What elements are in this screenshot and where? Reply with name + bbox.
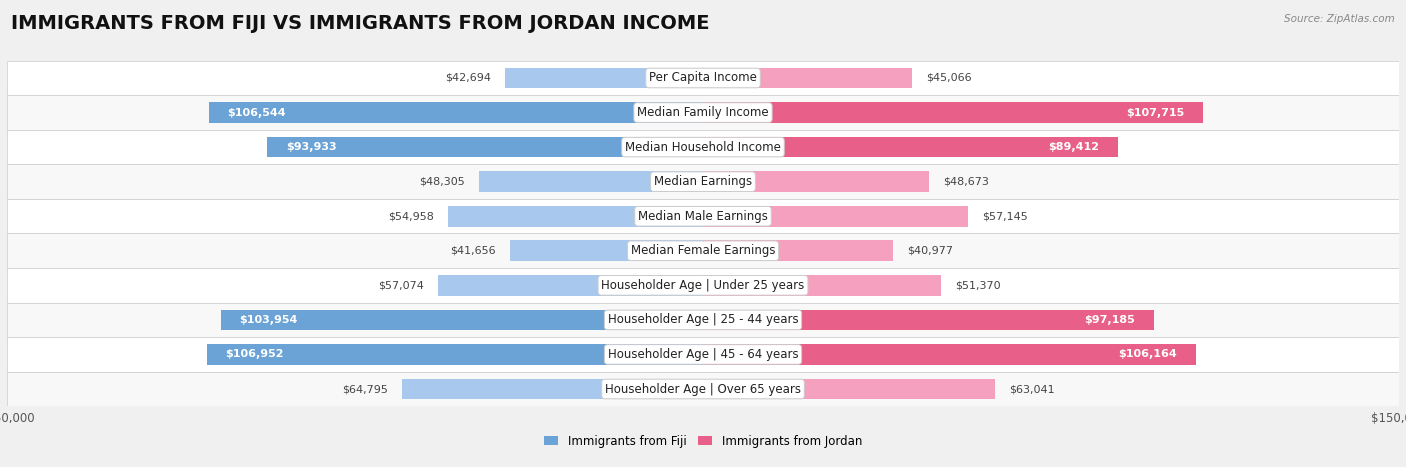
- Text: $57,145: $57,145: [981, 211, 1028, 221]
- Text: $63,041: $63,041: [1010, 384, 1054, 394]
- Bar: [207, 344, 703, 365]
- Text: $48,673: $48,673: [943, 177, 988, 187]
- Bar: [479, 171, 703, 192]
- Text: Median Family Income: Median Family Income: [637, 106, 769, 119]
- FancyBboxPatch shape: [7, 61, 1399, 95]
- Bar: [703, 379, 995, 399]
- Text: Median Male Earnings: Median Male Earnings: [638, 210, 768, 223]
- Text: $97,185: $97,185: [1084, 315, 1136, 325]
- Text: $45,066: $45,066: [927, 73, 972, 83]
- FancyBboxPatch shape: [7, 199, 1399, 234]
- FancyBboxPatch shape: [7, 234, 1399, 268]
- Text: $41,656: $41,656: [450, 246, 496, 256]
- FancyBboxPatch shape: [7, 95, 1399, 130]
- Text: Householder Age | 25 - 44 years: Householder Age | 25 - 44 years: [607, 313, 799, 326]
- Bar: [208, 102, 703, 123]
- Bar: [402, 379, 703, 399]
- Bar: [703, 344, 1195, 365]
- Text: Householder Age | 45 - 64 years: Householder Age | 45 - 64 years: [607, 348, 799, 361]
- Text: $89,412: $89,412: [1049, 142, 1099, 152]
- Bar: [703, 241, 893, 261]
- FancyBboxPatch shape: [7, 164, 1399, 199]
- Bar: [510, 241, 703, 261]
- Bar: [703, 275, 942, 296]
- Text: Per Capita Income: Per Capita Income: [650, 71, 756, 85]
- Bar: [449, 206, 703, 226]
- FancyBboxPatch shape: [7, 337, 1399, 372]
- Bar: [703, 310, 1154, 330]
- Text: $103,954: $103,954: [239, 315, 298, 325]
- FancyBboxPatch shape: [7, 268, 1399, 303]
- Bar: [439, 275, 703, 296]
- FancyBboxPatch shape: [7, 372, 1399, 406]
- Text: $106,952: $106,952: [225, 349, 284, 360]
- Text: Median Household Income: Median Household Income: [626, 141, 780, 154]
- Bar: [505, 68, 703, 88]
- Bar: [703, 206, 969, 226]
- Text: $106,164: $106,164: [1118, 349, 1177, 360]
- Text: Householder Age | Over 65 years: Householder Age | Over 65 years: [605, 382, 801, 396]
- Text: Median Earnings: Median Earnings: [654, 175, 752, 188]
- Text: $57,074: $57,074: [378, 280, 425, 290]
- Text: $106,544: $106,544: [228, 107, 285, 118]
- Text: IMMIGRANTS FROM FIJI VS IMMIGRANTS FROM JORDAN INCOME: IMMIGRANTS FROM FIJI VS IMMIGRANTS FROM …: [11, 14, 710, 33]
- Text: $51,370: $51,370: [955, 280, 1001, 290]
- Text: $48,305: $48,305: [419, 177, 465, 187]
- Text: $64,795: $64,795: [343, 384, 388, 394]
- Text: $107,715: $107,715: [1126, 107, 1184, 118]
- Text: $54,958: $54,958: [388, 211, 434, 221]
- Bar: [267, 137, 703, 157]
- Bar: [703, 137, 1118, 157]
- Bar: [703, 68, 912, 88]
- Text: $93,933: $93,933: [285, 142, 336, 152]
- Text: Householder Age | Under 25 years: Householder Age | Under 25 years: [602, 279, 804, 292]
- Bar: [703, 171, 929, 192]
- Bar: [703, 102, 1202, 123]
- FancyBboxPatch shape: [7, 303, 1399, 337]
- Text: Source: ZipAtlas.com: Source: ZipAtlas.com: [1284, 14, 1395, 24]
- Text: $42,694: $42,694: [444, 73, 491, 83]
- Text: $40,977: $40,977: [907, 246, 953, 256]
- Text: Median Female Earnings: Median Female Earnings: [631, 244, 775, 257]
- Bar: [221, 310, 703, 330]
- FancyBboxPatch shape: [7, 130, 1399, 164]
- Legend: Immigrants from Fiji, Immigrants from Jordan: Immigrants from Fiji, Immigrants from Jo…: [540, 430, 866, 452]
